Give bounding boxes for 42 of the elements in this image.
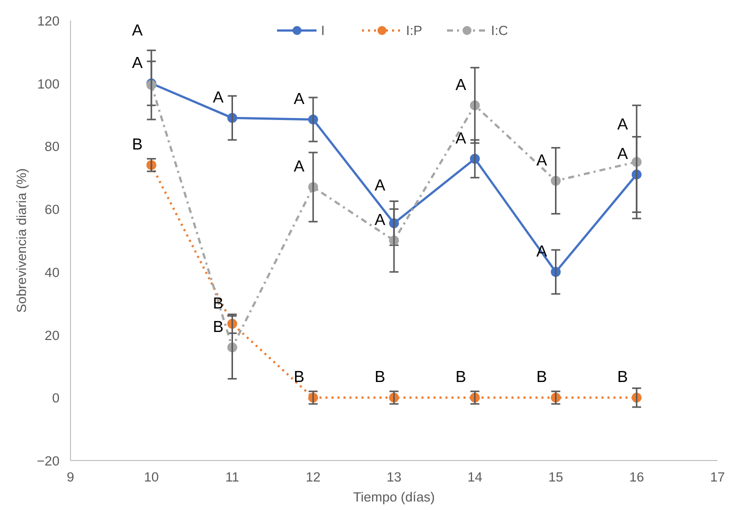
x-tick-label: 14	[467, 470, 483, 484]
annotation: A	[617, 146, 628, 163]
annotation: B	[212, 295, 224, 312]
annotation: A	[212, 89, 224, 106]
annotation: A	[456, 130, 467, 148]
x-tick-label: 9	[66, 470, 74, 484]
x-tick-label: 13	[386, 470, 402, 484]
annotation: B	[456, 369, 466, 386]
x-tick-label: 12	[306, 470, 321, 484]
annotation: B	[374, 369, 386, 386]
legend-label: I:C	[491, 22, 510, 38]
x-tick-label: 16	[629, 470, 644, 484]
x-tick-label: 17	[710, 470, 725, 484]
y-tick-label: 20	[44, 328, 60, 343]
annotation: A	[132, 54, 144, 72]
y-tick-label: 0	[52, 390, 60, 406]
legend-label: I	[321, 22, 326, 38]
annotation: A	[132, 22, 144, 40]
annotation: A	[294, 91, 305, 108]
y-tick-label: 80	[44, 139, 60, 154]
annotation: A	[536, 152, 548, 170]
x-tick-label: 11	[225, 470, 240, 484]
y-tick-label: −20	[36, 454, 60, 468]
annotation: B	[132, 136, 143, 154]
legend-label: I:P	[406, 22, 424, 38]
y-tick-label: 120	[37, 14, 60, 28]
annotation: A	[617, 116, 628, 134]
annotation: A	[374, 212, 386, 229]
annotation: B	[536, 369, 548, 386]
x-tick-label: 10	[144, 470, 159, 484]
x-axis-title: Tiempo (días)	[353, 490, 435, 504]
y-axis-title: Sobrevivencia diaria (%)	[14, 168, 29, 313]
annotation: B	[294, 369, 304, 386]
y-tick-label: 100	[37, 76, 60, 92]
annotation: B	[212, 318, 224, 336]
annotation: A	[374, 178, 386, 195]
annotation: B	[617, 369, 628, 386]
y-tick-label: 60	[44, 202, 60, 218]
annotation: A	[456, 76, 467, 94]
x-tick-label: 15	[548, 470, 564, 484]
annotation: A	[294, 158, 305, 176]
y-tick-label: 40	[44, 264, 60, 280]
